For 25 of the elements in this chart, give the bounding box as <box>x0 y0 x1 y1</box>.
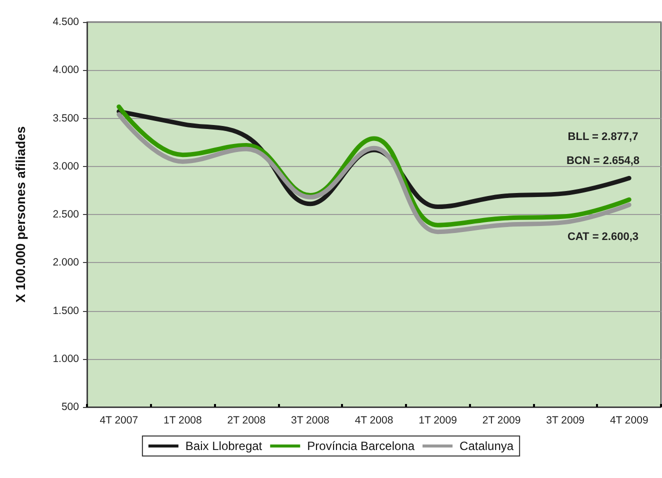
x-tick-label: 1T 2008 <box>163 414 202 426</box>
y-tick-label: 4.500 <box>52 16 80 28</box>
y-tick-label: 1.500 <box>52 304 80 317</box>
y-tick-label: 1.000 <box>52 352 80 365</box>
y-tick-label: 3.500 <box>52 112 80 124</box>
legend-label: Província Barcelona <box>307 439 415 453</box>
x-tick-label: 2T 2009 <box>482 414 521 426</box>
x-tick-label: 3T 2009 <box>546 414 585 426</box>
legend-label: Baix Llobregat <box>185 439 263 453</box>
annotation: CAT = 2.600,3 <box>567 231 639 243</box>
y-tick-label: 4.000 <box>52 64 80 76</box>
annotation: BLL = 2.877,7 <box>568 131 638 143</box>
y-tick-label: 2.000 <box>52 256 80 269</box>
x-tick-label: 3T 2008 <box>291 414 330 426</box>
y-tick-label: 2.500 <box>52 208 80 220</box>
y-axis-title: X 100.000 persones afiliades <box>13 126 28 303</box>
x-tick-label: 4T 2009 <box>610 414 648 426</box>
x-tick-label: 2T 2008 <box>227 414 266 426</box>
y-tick-label: 500 <box>61 401 80 413</box>
legend-label: Catalunya <box>460 439 514 453</box>
y-tick-label: 3.000 <box>52 160 80 172</box>
x-tick-label: 4T 2007 <box>100 414 138 426</box>
x-tick-label: 1T 2009 <box>418 414 458 426</box>
annotation: BCN = 2.654,8 <box>566 155 640 167</box>
x-tick-label: 4T 2008 <box>354 414 394 426</box>
